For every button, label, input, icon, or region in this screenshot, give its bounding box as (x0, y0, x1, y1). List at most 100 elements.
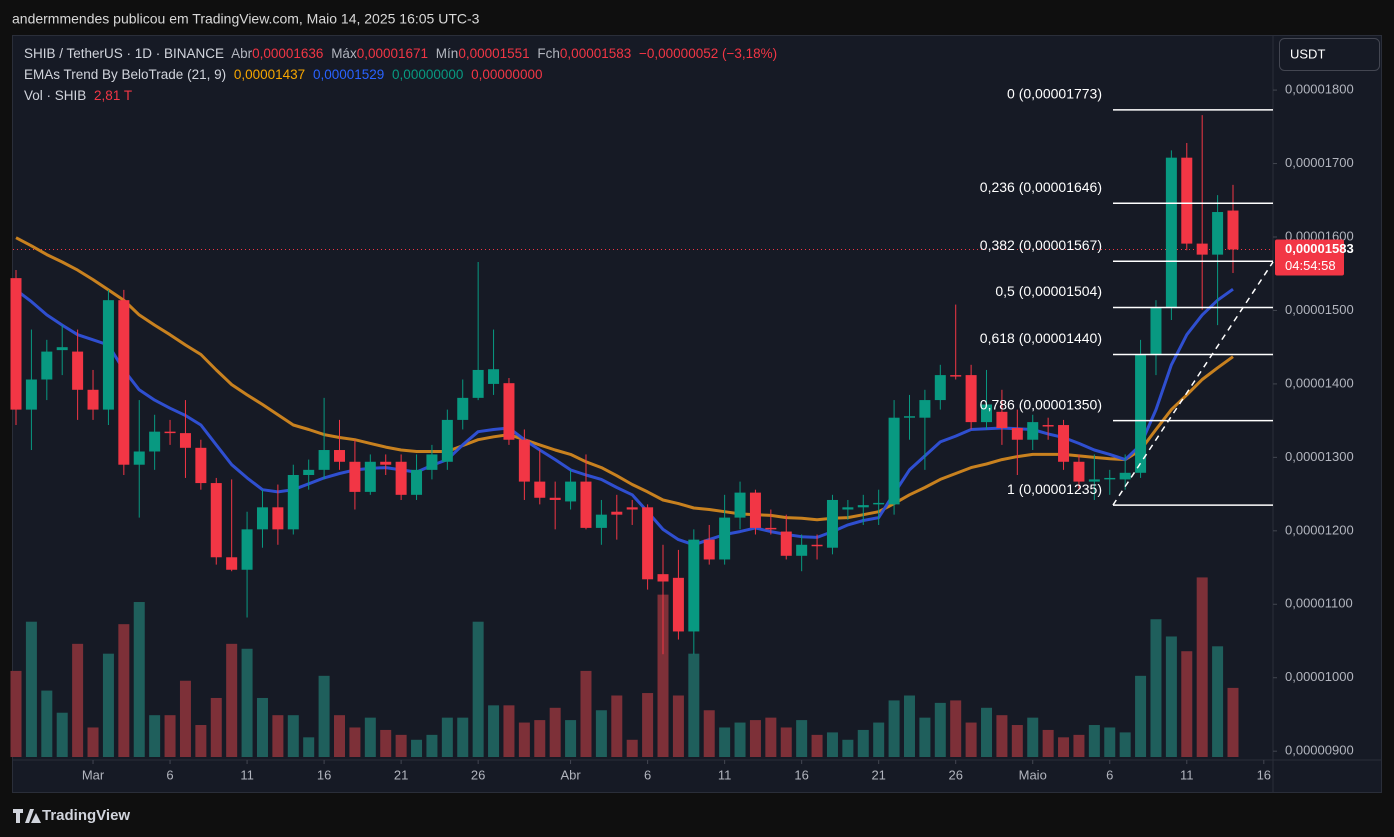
candle-body (441, 419, 453, 462)
volume-bar (56, 712, 68, 757)
candle-body (780, 531, 792, 556)
volume-bar (364, 717, 376, 757)
indicator-value: 0,00001529 (313, 67, 384, 82)
volume-bar (426, 734, 438, 757)
candle-body (318, 450, 330, 470)
volume-bar (457, 717, 469, 757)
footer-logo: TradingView (13, 807, 130, 824)
candle-body (10, 278, 22, 410)
candle-body (518, 439, 530, 482)
candle-body (996, 411, 1008, 428)
x-tick-label: 21 (871, 767, 885, 782)
candle-body (934, 375, 946, 401)
candle-body (1165, 157, 1177, 308)
candle-body (488, 369, 500, 384)
volume-bar (472, 621, 484, 757)
volume-bar (580, 670, 592, 757)
volume-bar (272, 715, 284, 757)
logo-icon (13, 809, 41, 823)
volume-bar (688, 653, 700, 757)
volume-bar (1058, 737, 1070, 757)
x-tick-label: 6 (644, 767, 651, 782)
volume-bar (1150, 619, 1162, 757)
candle-body (364, 461, 376, 492)
candle-body (688, 539, 700, 632)
candle-body (765, 527, 777, 530)
candle-body (195, 447, 207, 484)
indicator-name: EMAs Trend By BeloTrade (21, 9) (24, 67, 226, 82)
x-tick-label: 6 (166, 767, 173, 782)
high-label: Máx (331, 46, 357, 61)
y-tick-label: 0,00001200 (1285, 522, 1354, 537)
currency-button[interactable] (1279, 38, 1380, 71)
volume-bar (1027, 717, 1039, 757)
candle-body (133, 451, 145, 465)
candle-body (1104, 477, 1116, 480)
volume-bar (826, 732, 838, 757)
volume-bar (1227, 687, 1239, 757)
candle-body (888, 417, 900, 505)
candle-body (395, 461, 407, 495)
x-tick-label: 16 (794, 767, 808, 782)
volume-bar (873, 722, 885, 757)
volume-bar (888, 700, 900, 757)
candle-body (102, 300, 114, 410)
volume-bar (657, 594, 669, 757)
candle-body (657, 574, 669, 582)
volume-bar (1165, 636, 1177, 757)
volume-bar (380, 729, 392, 757)
x-tick-label: 16 (317, 767, 331, 782)
fib-label: 0 (0,00001773) (1007, 86, 1102, 102)
volume-bar (87, 727, 99, 757)
symbol: SHIB / TetherUS · 1D · BINANCE (24, 46, 224, 61)
candle-body (25, 379, 37, 410)
volume-bar (626, 739, 638, 757)
volume-bar (749, 720, 761, 757)
candle-body (903, 416, 915, 418)
price-badge (1275, 239, 1344, 276)
x-tick-label: 16 (1257, 767, 1271, 782)
candle-body (796, 544, 808, 556)
volume-bar (1135, 675, 1147, 757)
publisher: andermmendes publicou em TradingView.com… (12, 11, 480, 27)
volume-bar (595, 710, 607, 757)
candle-body (580, 481, 592, 528)
candle-body (1027, 422, 1039, 440)
x-tick-label: 26 (471, 767, 485, 782)
volume-bar (102, 653, 114, 757)
currency-button-label[interactable]: USDT (1290, 46, 1325, 61)
y-tick-label: 0,00001000 (1285, 669, 1354, 684)
countdown: 04:54:58 (1285, 258, 1336, 273)
volume-bar (780, 727, 792, 757)
volume-bar (934, 702, 946, 757)
plot: 0,000018000,000017000,000016000,00001500… (10, 82, 1354, 782)
volume-bar (503, 705, 515, 757)
volume-bar (318, 675, 330, 757)
y-tick-label: 0,00001100 (1285, 596, 1353, 611)
low-value: 0,00001551 (458, 46, 529, 61)
y-tick-label: 0,00001500 (1285, 302, 1354, 317)
trend-line (1112, 261, 1274, 506)
volume-bar (719, 727, 731, 757)
candle-body (965, 375, 977, 423)
candle-body (626, 507, 638, 510)
volume-bar (72, 643, 84, 757)
volume-bar (1011, 725, 1023, 757)
volume-bar (1196, 577, 1208, 757)
candle-body (981, 404, 993, 423)
candle-body (380, 461, 392, 465)
candle-body (842, 507, 854, 510)
volume-bar (765, 717, 777, 757)
volume-bar (903, 695, 915, 757)
volume-bar (133, 602, 145, 757)
x-tick-label: Maio (1019, 767, 1047, 782)
candle-body (749, 492, 761, 528)
x-tick-label: Abr (560, 767, 581, 782)
ema-line (15, 236, 1234, 522)
volume-bar (411, 739, 423, 757)
volume-bar (226, 643, 238, 757)
volume-bar (488, 705, 500, 757)
candle-body (950, 375, 962, 377)
volume-bar (10, 670, 22, 757)
